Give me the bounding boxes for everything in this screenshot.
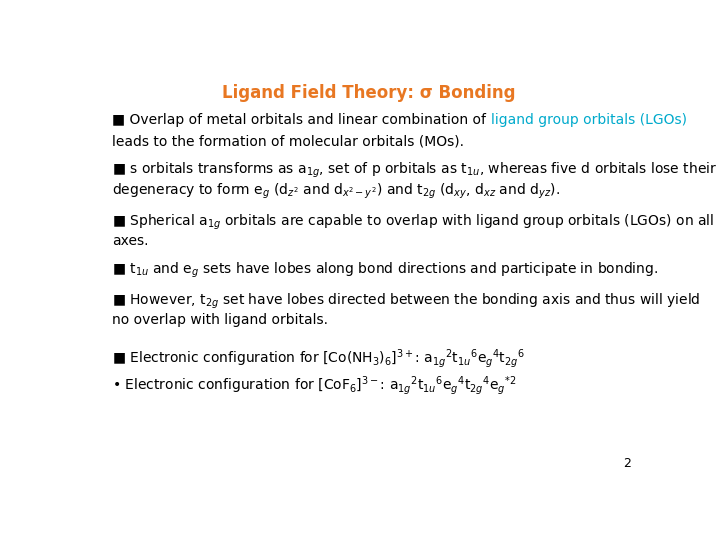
Text: ■ However, t$_{2g}$ set have lobes directed between the bonding axis and thus wi: ■ However, t$_{2g}$ set have lobes direc… (112, 292, 701, 310)
Text: ■ Spherical a$_{1g}$ orbitals are capable to overlap with ligand group orbitals : ■ Spherical a$_{1g}$ orbitals are capabl… (112, 212, 714, 232)
Text: degeneracy to form e$_g$ (d$_{z^2}$ and d$_{x^2-y^2}$) and t$_{2g}$ (d$_{xy}$, d: degeneracy to form e$_g$ (d$_{z^2}$ and … (112, 182, 560, 201)
Text: ■ Electronic configuration for [Co(NH$_3$)$_6$]$^{3+}$: a$_{1g}$$^{2}$t$_{1u}$$^: ■ Electronic configuration for [Co(NH$_3… (112, 348, 526, 370)
Text: leads to the formation of molecular orbitals (MOs).: leads to the formation of molecular orbi… (112, 134, 464, 149)
Text: 2: 2 (624, 457, 631, 470)
Text: ■ t$_{1u}$ and e$_g$ sets have lobes along bond directions and participate in bo: ■ t$_{1u}$ and e$_g$ sets have lobes alo… (112, 260, 659, 280)
Text: ■ Overlap of metal orbitals and linear combination of: ■ Overlap of metal orbitals and linear c… (112, 113, 491, 126)
Text: no overlap with ligand orbitals.: no overlap with ligand orbitals. (112, 313, 328, 327)
Text: axes.: axes. (112, 234, 149, 248)
Text: ■ s orbitals transforms as a$_{1g}$, set of p orbitals as t$_{1u}$, whereas five: ■ s orbitals transforms as a$_{1g}$, set… (112, 160, 718, 180)
Text: • Electronic configuration for [CoF$_6$]$^{3-}$: a$_{1g}$$^{2}$t$_{1u}$$^{6}$e$_: • Electronic configuration for [CoF$_6$]… (112, 375, 517, 397)
Text: Ligand Field Theory: σ Bonding: Ligand Field Theory: σ Bonding (222, 84, 516, 102)
Text: ligand group orbitals (LGOs): ligand group orbitals (LGOs) (491, 113, 687, 126)
